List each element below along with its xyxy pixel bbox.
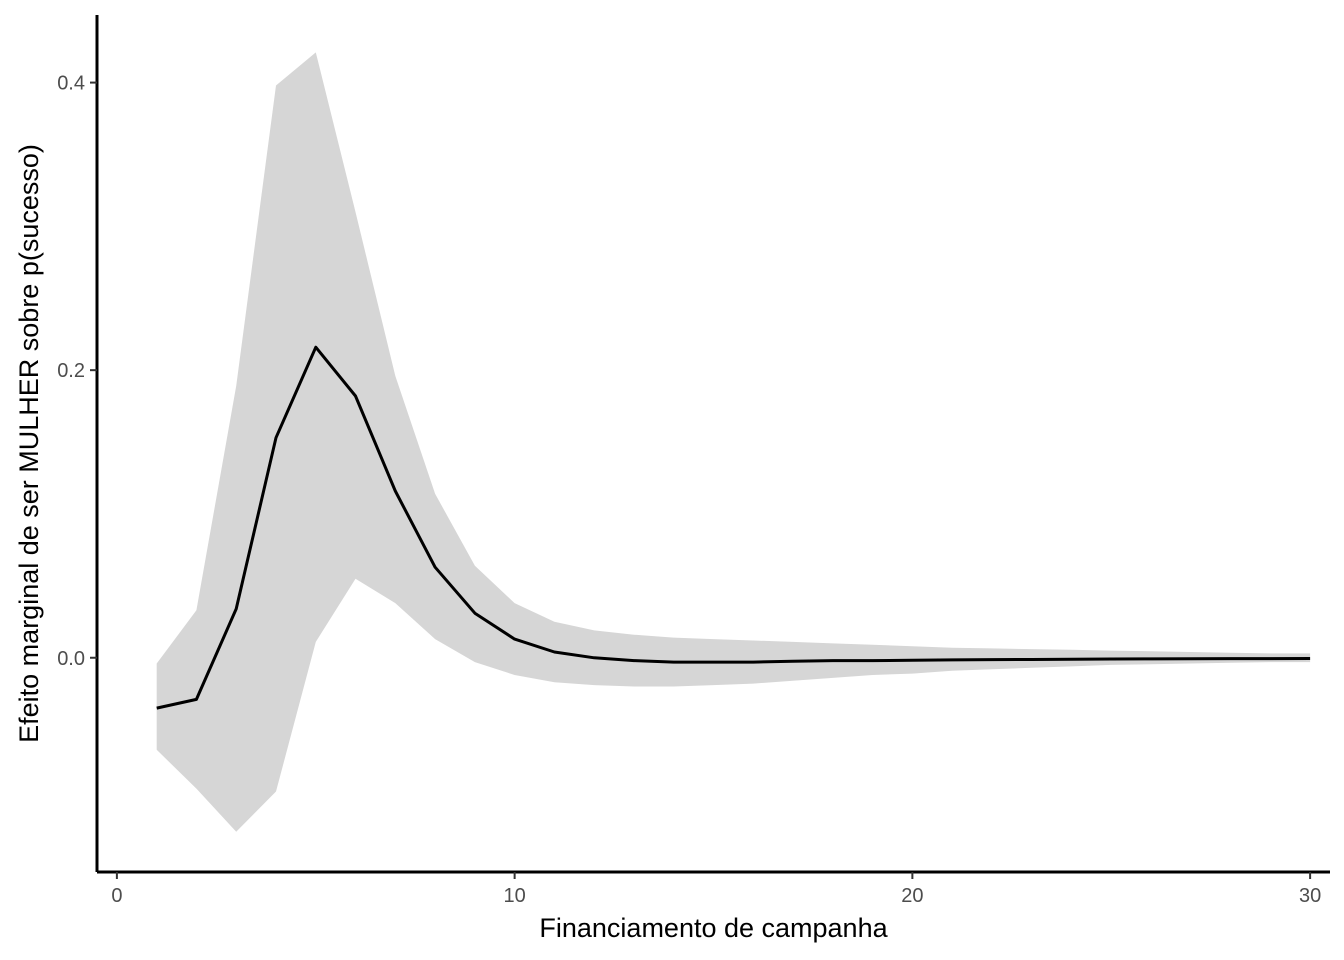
y-tick-label: 0.2: [57, 360, 85, 382]
confidence-band: [156, 52, 1311, 832]
x-tick-label: 10: [504, 885, 526, 907]
y-ticks-layer: 0.0 0.2 0.4: [57, 73, 97, 670]
y-tick-label: 0.4: [57, 73, 85, 95]
axes-layer: [95, 15, 1330, 874]
y-tick-label: 0.0: [57, 648, 85, 670]
marginal-effect-line: [156, 345, 1311, 710]
marginal-effect-line-layer: [156, 345, 1311, 710]
y-axis-title: Efeito marginal de ser MULHER sobre p(su…: [14, 144, 44, 743]
x-tick-label: 20: [901, 885, 923, 907]
x-tick-label: 30: [1299, 885, 1321, 907]
x-ticks-layer: 0 10 20 30: [111, 872, 1321, 907]
x-axis-title: Financiamento de campanha: [539, 913, 888, 943]
confidence-band-layer: [156, 52, 1311, 832]
x-tick-label: 0: [111, 885, 122, 907]
